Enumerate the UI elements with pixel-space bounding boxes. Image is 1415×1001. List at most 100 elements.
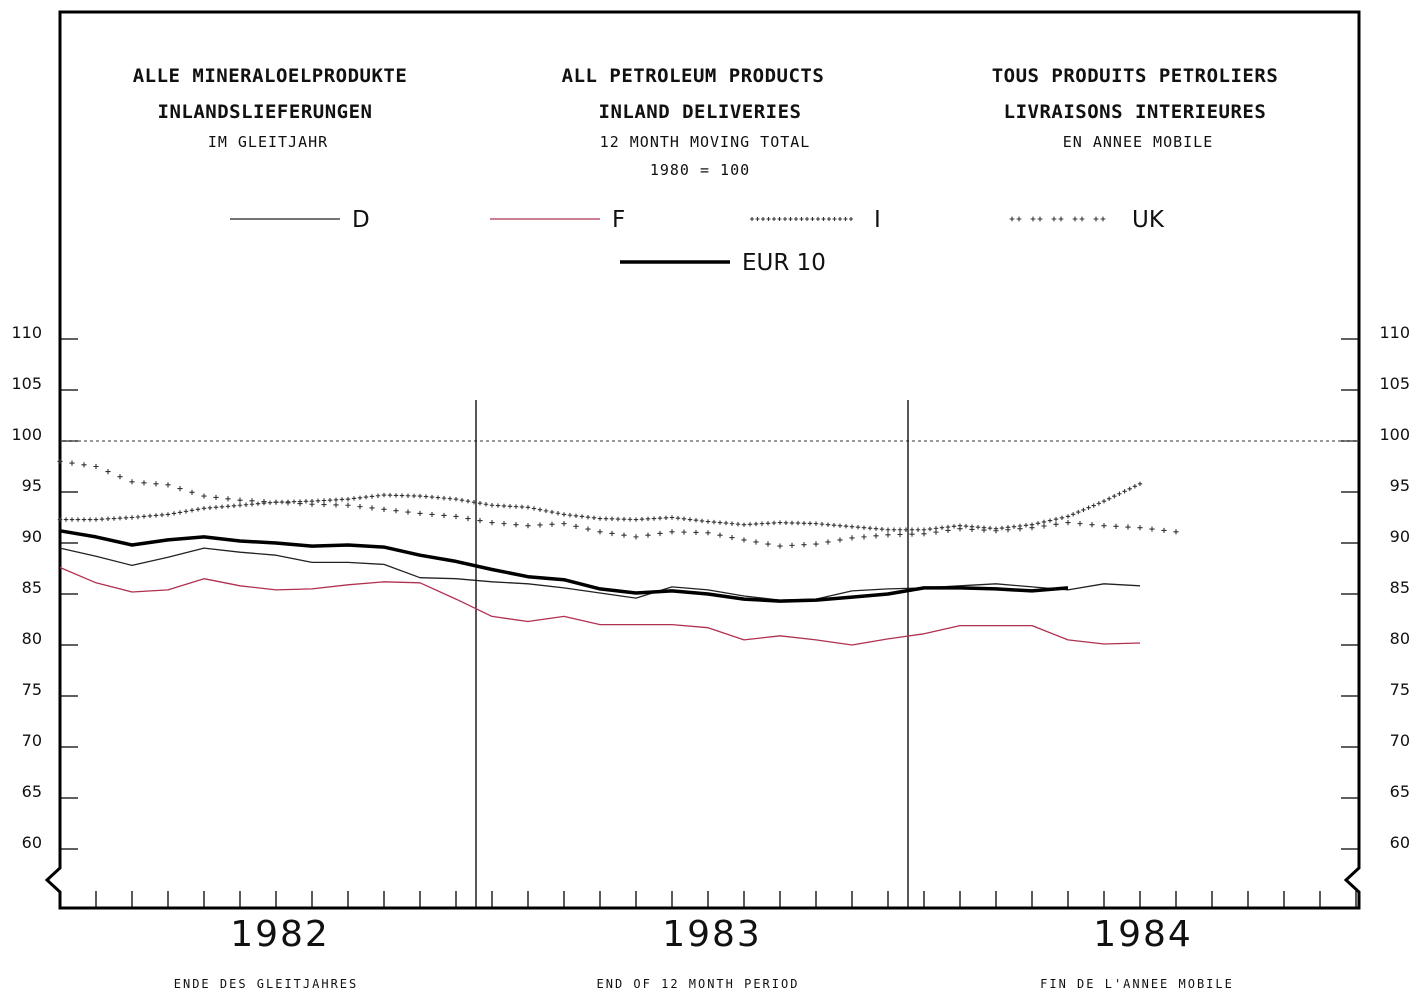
series-i-mark <box>1035 521 1041 526</box>
legend-swatch-uk-mark <box>1009 216 1015 222</box>
header-french-line1: TOUS PRODUITS PETROLIERS <box>992 65 1279 87</box>
series-i-mark <box>219 504 225 509</box>
series-i-mark <box>465 498 471 504</box>
series-i-mark <box>771 520 777 526</box>
legend-label-uk: UK <box>1132 207 1165 233</box>
series-i-mark <box>891 527 897 532</box>
header-french-line3: EN ANNEE MOBILE <box>1063 133 1213 151</box>
series-i-mark <box>867 526 873 531</box>
series-i-mark <box>195 507 201 512</box>
series-i-mark <box>843 523 849 529</box>
series-uk-mark <box>993 528 999 534</box>
series-uk-mark <box>1173 529 1179 535</box>
series-uk-mark <box>597 529 603 535</box>
y-tick-label-right-75: 75 <box>1390 680 1410 699</box>
series-i-mark <box>603 516 609 521</box>
series-i-mark <box>1023 523 1029 528</box>
legend-swatch-uk-mark <box>1100 216 1106 222</box>
series-i-mark <box>1091 503 1096 508</box>
series-uk-mark <box>117 474 123 480</box>
y-tick-label-left-70: 70 <box>22 731 42 750</box>
series-i-mark <box>849 524 855 529</box>
legend-swatch-uk-mark <box>1051 216 1057 222</box>
series-i-mark <box>1041 519 1047 525</box>
series-i-mark <box>861 525 867 530</box>
series-uk-mark <box>801 542 807 548</box>
series-uk-mark <box>693 529 699 536</box>
series-i-mark <box>975 524 981 530</box>
series-uk-mark <box>273 499 279 505</box>
y-tick-label-left-100: 100 <box>11 425 42 444</box>
series-uk-mark <box>333 502 339 508</box>
series-i-mark <box>69 517 75 522</box>
series-i-mark <box>591 515 597 521</box>
y-tick-label-right-60: 60 <box>1390 833 1410 852</box>
series-uk-mark <box>1113 523 1119 529</box>
series-i-mark <box>609 516 615 522</box>
series-uk-mark <box>789 542 795 548</box>
series-uk-mark <box>177 486 183 492</box>
series-i-mark <box>381 492 387 498</box>
series-uk-mark <box>141 480 147 486</box>
series-i-mark <box>831 522 837 528</box>
series-uk-mark <box>981 527 987 533</box>
series-i-mark <box>1053 517 1059 522</box>
series-uk-mark <box>417 510 423 517</box>
series-i-mark <box>129 515 135 520</box>
series-i-mark <box>153 513 159 518</box>
series-uk-mark <box>813 541 819 547</box>
series-uk-mark <box>1017 526 1023 532</box>
series-i-mark <box>123 515 129 521</box>
series-i-mark <box>87 517 93 522</box>
series-i-mark <box>735 521 741 527</box>
series-i-mark <box>711 519 717 525</box>
series-i-mark <box>897 527 903 532</box>
series-i-mark <box>1127 486 1132 491</box>
series-i-mark <box>477 501 483 506</box>
series-uk-mark <box>1005 527 1011 533</box>
series-i-mark <box>885 527 891 532</box>
series-i-mark <box>825 522 831 527</box>
series-i-mark <box>165 512 171 517</box>
series-uk-mark <box>1053 521 1059 527</box>
series-i-mark <box>141 514 147 519</box>
series-uk-mark <box>921 531 927 537</box>
series-i-mark <box>633 517 639 522</box>
series-i-mark <box>621 517 627 522</box>
series-uk-mark <box>1161 527 1167 534</box>
series-i-mark <box>801 521 807 526</box>
series-uk-mark <box>825 539 831 545</box>
series-uk-mark <box>669 529 675 535</box>
year-label-1984: 1984 <box>1093 914 1193 955</box>
legend-swatch-i-mark <box>816 217 820 221</box>
legend-swatch-i <box>750 217 853 221</box>
footer-french: FIN DE L'ANNEE MOBILE <box>1040 977 1234 991</box>
series-uk-mark <box>525 523 531 529</box>
series-i-mark <box>1106 496 1112 501</box>
series-i-mark <box>237 503 243 508</box>
series-i-mark <box>909 527 915 532</box>
series-i-mark <box>645 516 651 522</box>
series-i-mark <box>291 499 297 504</box>
header-english-line4: 1980 = 100 <box>650 161 750 179</box>
legend-swatch-uk-mark <box>1072 216 1078 222</box>
series-i-mark <box>615 516 621 522</box>
legend-swatch-i-mark <box>810 217 815 221</box>
series-i-mark <box>903 527 909 532</box>
series-i-mark <box>837 523 843 528</box>
series-i-mark <box>783 520 789 525</box>
series-uk-mark <box>621 532 627 538</box>
series-i-mark <box>669 515 675 520</box>
series-i-mark <box>1101 498 1107 504</box>
series-uk-mark <box>201 493 207 499</box>
series-i-mark <box>327 497 333 503</box>
legend-swatch-i-mark <box>843 217 848 221</box>
series-eur10 <box>59 529 1069 603</box>
series-line-f <box>59 566 1141 646</box>
y-tick-label-right-105: 105 <box>1379 374 1410 393</box>
series-i-mark <box>1132 484 1138 489</box>
series-uk-mark <box>453 513 459 520</box>
legend-swatch-i-mark <box>783 217 787 221</box>
y-tick-label-right-90: 90 <box>1390 527 1410 546</box>
legend-swatch-i-mark <box>821 217 826 221</box>
